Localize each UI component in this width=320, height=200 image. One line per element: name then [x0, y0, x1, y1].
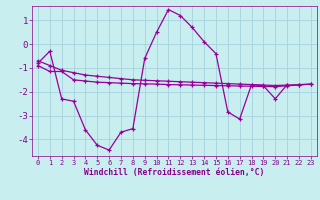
X-axis label: Windchill (Refroidissement éolien,°C): Windchill (Refroidissement éolien,°C) [84, 168, 265, 177]
